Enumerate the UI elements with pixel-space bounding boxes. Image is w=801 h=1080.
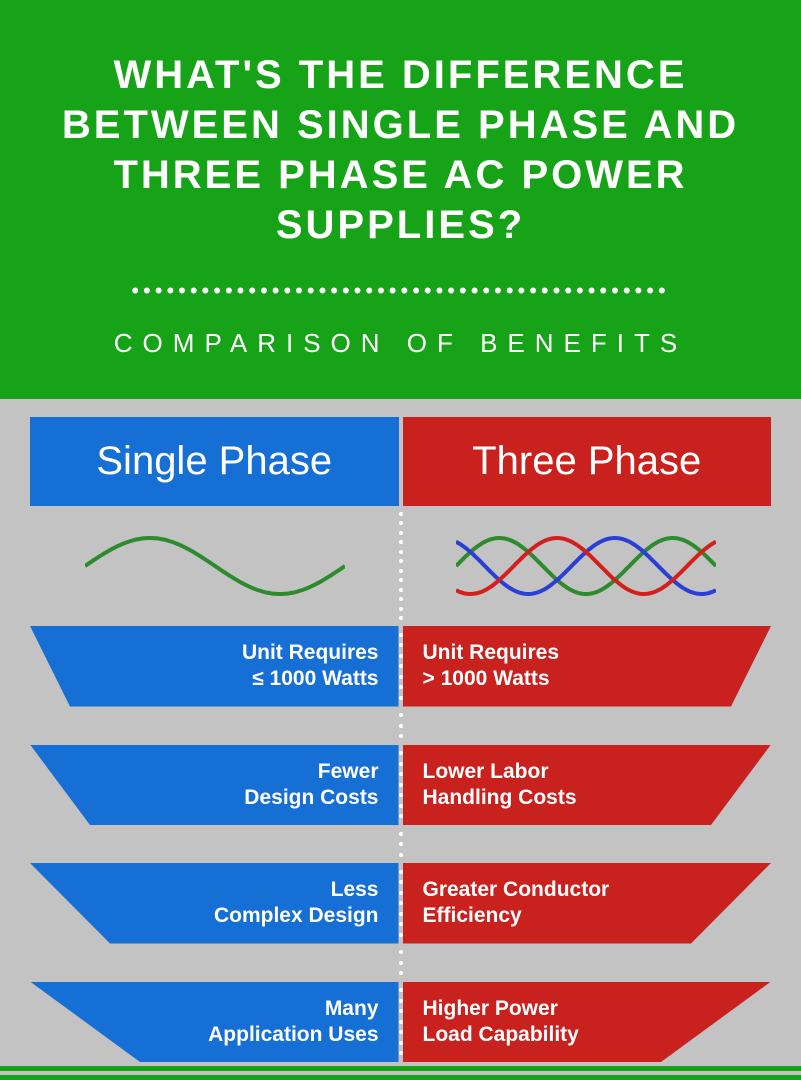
row-text: > 1000 Watts — [423, 666, 550, 692]
waveforms-row — [30, 506, 771, 626]
comparison-rows: Unit Requires≤ 1000 WattsUnit Requires> … — [30, 626, 771, 1066]
row-text: Complex Design — [214, 903, 379, 929]
main-title: WHAT'S THE DIFFERENCE BETWEEN SINGLE PHA… — [40, 50, 761, 250]
single-phase-wave-icon — [85, 526, 345, 606]
row-left: Unit Requires≤ 1000 Watts — [30, 626, 399, 707]
vertical-dots — [399, 944, 403, 982]
vertical-dots — [399, 745, 403, 826]
three-phase-wave-icon — [456, 526, 716, 606]
row-right: Lower LaborHandling Costs — [403, 745, 772, 826]
footer-stripe — [0, 1075, 801, 1080]
row-text: Less — [331, 877, 379, 903]
subtitle: COMPARISON OF BENEFITS — [40, 328, 761, 359]
comparison-body: Single Phase Three Phase Unit Requires≤ … — [0, 399, 801, 1066]
row-text: Many — [325, 996, 379, 1022]
row-text: Efficiency — [423, 903, 522, 929]
divider-dots: ••••••••••••••••••••••••••••••••••••••••… — [40, 278, 761, 304]
row-left: ManyApplication Uses — [30, 982, 399, 1063]
comparison-row: FewerDesign CostsLower LaborHandling Cos… — [30, 745, 771, 826]
vertical-dots — [399, 863, 403, 944]
row-right: Greater ConductorEfficiency — [403, 863, 772, 944]
row-text: Load Capability — [423, 1022, 579, 1048]
row-text: Unit Requires — [242, 640, 379, 666]
row-left: FewerDesign Costs — [30, 745, 399, 826]
row-text: Lower Labor — [423, 759, 549, 785]
row-text: Fewer — [318, 759, 379, 785]
comparison-row: Unit Requires≤ 1000 WattsUnit Requires> … — [30, 626, 771, 707]
row-right: Higher PowerLoad Capability — [403, 982, 772, 1063]
single-phase-wave-cell — [30, 506, 401, 626]
comparison-row: LessComplex DesignGreater ConductorEffic… — [30, 863, 771, 944]
vertical-dots — [399, 825, 403, 863]
comparison-row: ManyApplication UsesHigher PowerLoad Cap… — [30, 982, 771, 1063]
row-text: Unit Requires — [423, 640, 560, 666]
row-text: ≤ 1000 Watts — [252, 666, 378, 692]
vertical-dots — [399, 982, 403, 1063]
vertical-dots — [399, 707, 403, 745]
three-phase-wave-cell — [401, 506, 772, 626]
header-block: WHAT'S THE DIFFERENCE BETWEEN SINGLE PHA… — [0, 0, 801, 399]
row-right: Unit Requires> 1000 Watts — [403, 626, 772, 707]
row-text: Higher Power — [423, 996, 558, 1022]
row-text: Handling Costs — [423, 785, 577, 811]
column-header-right: Three Phase — [403, 417, 772, 506]
vertical-dots — [399, 506, 403, 626]
infographic-page: WHAT'S THE DIFFERENCE BETWEEN SINGLE PHA… — [0, 0, 801, 1080]
column-headers: Single Phase Three Phase — [30, 417, 771, 506]
row-text: Greater Conductor — [423, 877, 610, 903]
row-text: Application Uses — [208, 1022, 378, 1048]
vertical-dots — [399, 626, 403, 707]
row-left: LessComplex Design — [30, 863, 399, 944]
footer-stripes — [0, 1066, 801, 1080]
column-header-left: Single Phase — [30, 417, 399, 506]
row-text: Design Costs — [244, 785, 378, 811]
